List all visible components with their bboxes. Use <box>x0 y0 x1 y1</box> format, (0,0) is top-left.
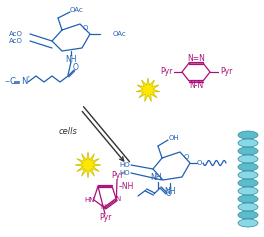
Text: cells: cells <box>59 127 77 136</box>
Ellipse shape <box>238 187 258 195</box>
Text: Pyr: Pyr <box>99 214 111 223</box>
Ellipse shape <box>238 139 258 147</box>
Text: OAc: OAc <box>70 7 84 13</box>
Ellipse shape <box>238 163 258 171</box>
Text: HO: HO <box>119 162 130 168</box>
Text: HO: HO <box>119 170 130 176</box>
Text: O: O <box>73 64 79 73</box>
Text: Pyr: Pyr <box>220 68 232 77</box>
Polygon shape <box>136 78 160 101</box>
Ellipse shape <box>238 171 258 179</box>
Ellipse shape <box>238 219 258 227</box>
Text: O: O <box>183 154 189 160</box>
Text: AcO: AcO <box>9 38 23 44</box>
Text: N: N <box>116 196 121 202</box>
Text: –NH: –NH <box>118 182 134 191</box>
Ellipse shape <box>238 203 258 211</box>
Text: AcO: AcO <box>9 31 23 37</box>
Text: C: C <box>10 77 16 87</box>
Text: Pyr: Pyr <box>160 68 172 77</box>
Text: N=N: N=N <box>187 54 205 63</box>
Text: $^{-}$: $^{-}$ <box>4 77 11 87</box>
Text: $^{+}$: $^{+}$ <box>26 76 31 81</box>
Text: NH: NH <box>164 187 176 196</box>
Text: O: O <box>82 25 88 31</box>
Text: N: N <box>100 204 106 210</box>
Text: N-N: N-N <box>189 82 203 91</box>
Ellipse shape <box>238 131 258 139</box>
Ellipse shape <box>238 195 258 203</box>
Text: NH: NH <box>150 173 162 182</box>
Polygon shape <box>75 152 101 178</box>
Text: N: N <box>21 77 27 87</box>
Ellipse shape <box>238 155 258 163</box>
Text: HN: HN <box>84 197 95 203</box>
Ellipse shape <box>238 179 258 187</box>
Text: OH: OH <box>169 135 179 141</box>
Text: NH: NH <box>65 55 77 64</box>
Text: Pyr: Pyr <box>111 172 123 181</box>
Text: O: O <box>196 160 202 166</box>
Ellipse shape <box>238 211 258 219</box>
Ellipse shape <box>238 147 258 155</box>
Text: O: O <box>166 190 172 199</box>
Text: OAc: OAc <box>113 31 127 37</box>
